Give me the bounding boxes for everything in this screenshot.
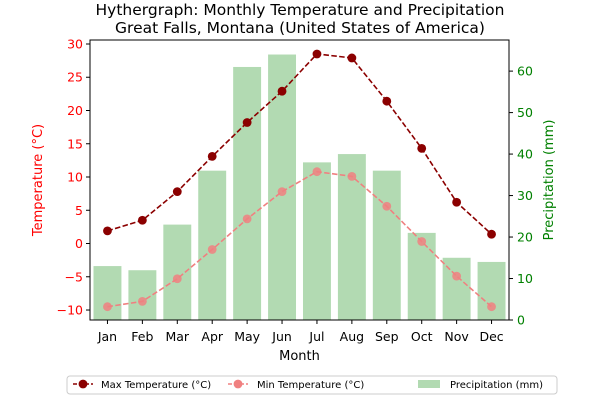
precip-bar-jan: [93, 266, 122, 320]
max-temp-point-may: [242, 118, 252, 127]
max-temp-point-sep: [382, 96, 392, 106]
left-tick-label: 20: [67, 103, 83, 118]
right-tick-label: 60: [517, 64, 533, 79]
max-temp-point-aug: [347, 53, 357, 63]
left-tick-label: 10: [67, 170, 83, 185]
legend-swatch-precip: [418, 380, 440, 388]
x-tick-label-mar: Mar: [165, 329, 189, 344]
chart-title: Hythergraph: Monthly Temperature and Pre…: [96, 1, 505, 19]
plot-frame: [89, 39, 510, 321]
max-temp-point-dec: [487, 229, 496, 239]
max-temp-point-jul: [312, 49, 322, 59]
right-tick-label: 0: [517, 313, 525, 328]
max-temp-point-nov: [452, 197, 462, 207]
x-tick-label-may: May: [234, 329, 260, 344]
precip-bar-aug: [337, 154, 366, 320]
right-tick-label: 50: [517, 105, 533, 120]
x-axis-label: Month: [279, 349, 320, 364]
left-tick-label: 15: [67, 136, 83, 151]
precip-bar-jul: [302, 162, 331, 320]
legend-label-max: Max Temperature (°C): [101, 380, 211, 391]
right-y-axis-label: Precipitation (mm): [542, 120, 557, 241]
max-temp-line: [107, 53, 493, 235]
precipitation-bars: [93, 54, 506, 321]
x-tick-label-apr: Apr: [201, 329, 223, 344]
precip-bar-oct: [407, 232, 436, 320]
precip-bar-feb: [128, 270, 157, 320]
min-temp-point-aug: [347, 171, 357, 181]
x-tick-label-jan: Jan: [97, 329, 117, 344]
min-temp-point-mar: [172, 274, 182, 284]
max-temp-point-mar: [172, 187, 182, 197]
min-temp-point-sep: [382, 201, 392, 211]
min-temp-point-dec: [487, 302, 496, 312]
x-tick-label-nov: Nov: [444, 329, 469, 344]
axes: −10 −5 0 5 10 15 20 25 30 0 10 20 30 40 50 60 Jan Feb Mar A…: [57, 36, 533, 344]
precip-bar-may: [233, 66, 262, 321]
min-temp-point-jul: [312, 167, 322, 177]
precip-bar-sep: [372, 170, 401, 320]
right-tick-label: 20: [517, 230, 533, 245]
x-tick-label-oct: Oct: [411, 329, 433, 344]
min-temp-point-nov: [452, 271, 462, 281]
left-tick-label: 5: [75, 203, 83, 218]
legend-label-min: Min Temperature (°C): [257, 380, 364, 391]
legend-marker-max: [78, 379, 88, 389]
precip-bar-nov: [442, 257, 471, 320]
min-temp-point-feb: [137, 296, 147, 306]
left-y-axis-label: Temperature (°C): [31, 124, 46, 237]
temperature-lines: [103, 49, 496, 312]
right-tick-label: 40: [517, 147, 533, 162]
left-tick-label: 0: [75, 236, 83, 251]
precip-bar-mar: [163, 224, 192, 320]
left-tick-label: 25: [67, 70, 83, 85]
right-tick-label: 30: [517, 188, 533, 203]
min-temp-line: [107, 170, 493, 308]
min-temp-point-jan: [103, 302, 112, 312]
max-temp-point-jun: [277, 86, 287, 96]
left-tick-label: −5: [65, 269, 83, 284]
x-tick-label-sep: Sep: [375, 329, 399, 344]
min-temp-point-jun: [277, 187, 287, 197]
precip-bar-dec: [477, 261, 506, 320]
legend-marker-min: [233, 379, 243, 389]
max-temp-point-feb: [137, 215, 147, 225]
x-tick-label-jun: Jun: [271, 329, 292, 344]
x-tick-label-dec: Dec: [479, 329, 503, 344]
max-temp-point-jan: [103, 226, 112, 236]
x-tick-label-feb: Feb: [131, 329, 153, 344]
legend: Max Temperature (°C) Min Temperature (°C)…: [66, 375, 558, 395]
left-tick-label: 30: [67, 36, 83, 51]
right-tick-label: 10: [517, 271, 533, 286]
x-tick-label-aug: Aug: [340, 329, 364, 344]
min-temp-point-oct: [417, 237, 427, 246]
x-tick-label-jul: Jul: [308, 329, 324, 344]
left-tick-label: −10: [57, 303, 83, 318]
min-temp-point-apr: [207, 245, 217, 254]
chart-subtitle: Great Falls, Montana (United States of A…: [115, 19, 485, 37]
legend-label-precip: Precipitation (mm): [450, 380, 543, 391]
min-temp-point-may: [242, 214, 252, 224]
max-temp-point-apr: [207, 151, 217, 161]
max-temp-point-oct: [417, 144, 427, 153]
